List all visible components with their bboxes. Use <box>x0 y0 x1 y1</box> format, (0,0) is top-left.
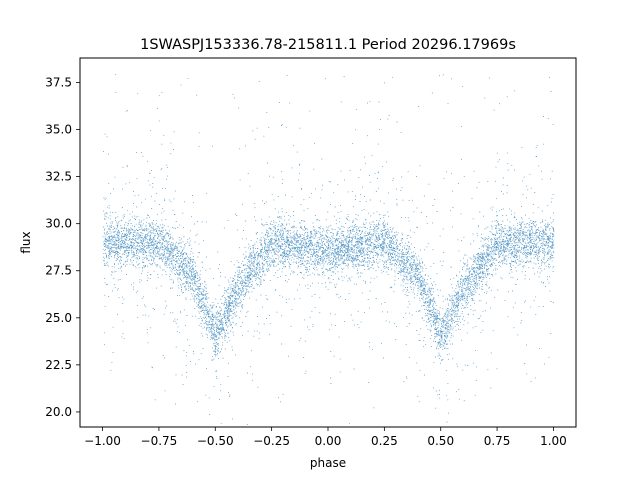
x-tick-label: −0.50 <box>197 434 234 448</box>
y-axis: 20.0 22.5 25.0 27.5 30.0 32.5 35.0 37.5 <box>45 75 80 419</box>
x-tick-label: −0.75 <box>141 434 178 448</box>
chart-title: 1SWASPJ153336.78-215811.1 Period 20296.1… <box>140 37 516 53</box>
y-tick-label: 20.0 <box>45 405 72 419</box>
x-tick-label: 0.50 <box>427 434 454 448</box>
y-tick-label: 30.0 <box>45 217 72 231</box>
y-tick-label: 27.5 <box>45 264 72 278</box>
x-tick-label: 1.00 <box>540 434 567 448</box>
data-points <box>102 74 555 425</box>
x-tick-label: 0.00 <box>315 434 342 448</box>
y-tick-label: 25.0 <box>45 311 72 325</box>
y-tick-label: 35.0 <box>45 123 72 137</box>
x-tick-label: −0.25 <box>253 434 290 448</box>
x-tick-label: 0.75 <box>484 434 511 448</box>
scatter-points <box>102 74 555 425</box>
y-tick-label: 22.5 <box>45 358 72 372</box>
x-tick-label: 0.25 <box>371 434 398 448</box>
x-tick-label: −1.00 <box>84 434 121 448</box>
x-axis-label: phase <box>310 456 346 470</box>
y-tick-label: 37.5 <box>45 75 72 89</box>
y-tick-label: 32.5 <box>45 170 72 184</box>
y-axis-label: flux <box>19 231 33 253</box>
x-axis: −1.00 −0.75 −0.50 −0.25 0.00 0.25 0.50 0.75 1.00 <box>84 427 567 448</box>
